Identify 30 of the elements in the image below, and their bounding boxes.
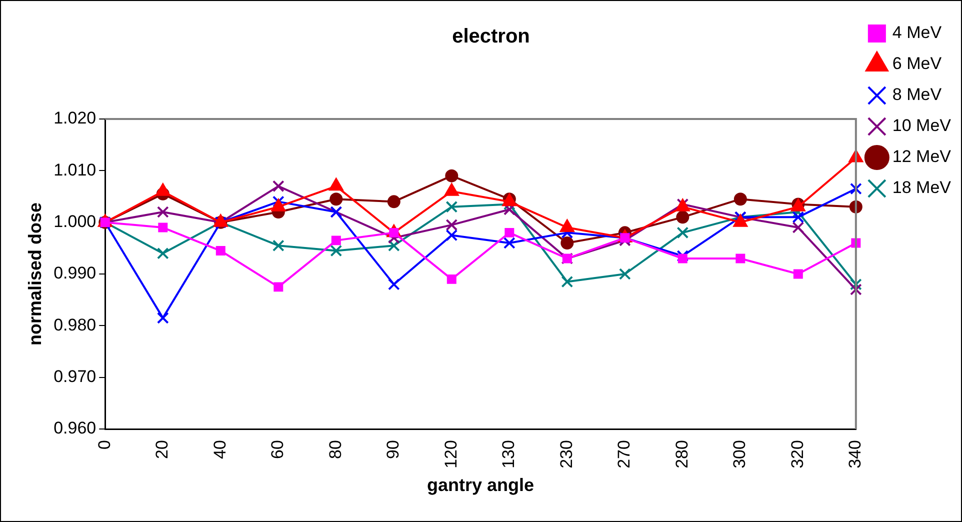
y-tick-label: 1.010: [54, 160, 96, 180]
y-tick-label: 0.990: [54, 264, 96, 283]
x-tick-label: 280: [672, 440, 692, 468]
legend-label: 4 MeV: [892, 23, 942, 42]
chart-title: electron: [452, 26, 530, 48]
legend-label: 12 MeV: [892, 147, 952, 166]
x-tick-label: 0: [94, 440, 114, 450]
x-tick-label: 340: [846, 440, 865, 468]
y-tick-label: 0.960: [54, 418, 96, 438]
x-tick-label: 300: [730, 440, 750, 468]
y-tick-label: 1.000: [54, 212, 96, 232]
x-tick-label: 90: [384, 440, 403, 459]
legend-label: 8 MeV: [892, 85, 942, 104]
legend-label: 18 MeV: [892, 178, 952, 198]
legend-label: 6 MeV: [892, 54, 942, 74]
y-tick-label: 0.980: [54, 315, 96, 334]
x-tick-label: 60: [268, 440, 288, 459]
x-tick-label: 40: [210, 440, 230, 459]
x-tick-label: 270: [614, 440, 634, 468]
x-tick-label: 130: [499, 440, 518, 468]
y-tick-label: 1.020: [54, 108, 96, 128]
x-tick-label: 120: [441, 440, 460, 468]
x-tick-label: 230: [556, 440, 576, 468]
y-axis-title: normalised dose: [24, 202, 45, 346]
x-tick-label: 80: [326, 440, 345, 459]
y-tick-label: 0.970: [54, 367, 96, 386]
legend-label: 10 MeV: [892, 116, 952, 136]
x-axis-title: gantry angle: [427, 475, 534, 496]
x-tick-label: 20: [152, 440, 172, 459]
x-tick-label: 320: [788, 440, 807, 468]
